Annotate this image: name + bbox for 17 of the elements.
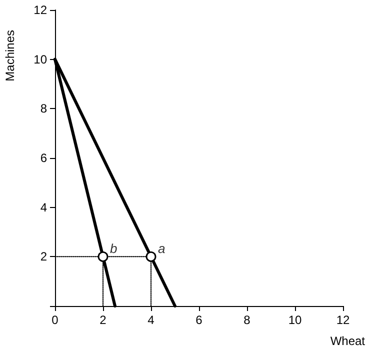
y-tick-label: 12	[34, 3, 48, 17]
x-tick-label: 0	[52, 313, 59, 327]
x-tick-label: 10	[288, 313, 302, 327]
x-tick-label: 2	[100, 313, 107, 327]
y-tick-label: 4	[40, 200, 48, 214]
annotation: b	[110, 241, 118, 256]
annotation: a	[158, 241, 166, 256]
y-tick-label: 8	[40, 102, 48, 116]
y-axis-title: Machines	[3, 30, 17, 82]
y-tick-label: 2	[40, 250, 48, 264]
x-tick-label: 12	[336, 313, 350, 327]
y-tick-label: 6	[40, 151, 48, 165]
x-tick-label: 4	[148, 313, 155, 327]
x-axis-title: Wheat	[330, 334, 366, 348]
x-tick-label: 8	[244, 313, 251, 327]
x-tick-label: 6	[196, 313, 203, 327]
y-tick-label: 10	[34, 52, 48, 66]
